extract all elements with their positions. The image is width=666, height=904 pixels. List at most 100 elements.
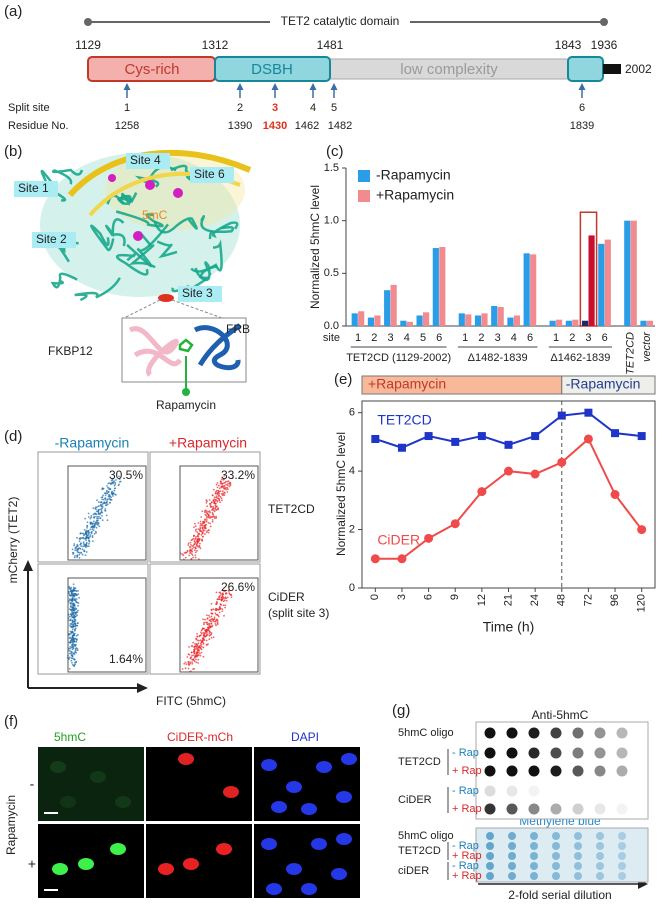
flow-dot [212,507,215,510]
gate [67,577,147,673]
flow-dot [73,640,75,642]
flow-dot [197,649,200,651]
flow-dot [211,520,214,523]
arrow-head [236,83,244,90]
flow-dot [93,520,95,523]
flow-dot [78,596,80,599]
blot-dot [574,872,582,880]
flow-dot [212,513,215,516]
flow-dot [199,520,202,523]
flow-dot [69,652,71,655]
flow-dot [193,534,195,537]
flow-dot [74,599,77,602]
flow-dot [87,530,90,532]
tail [603,64,621,74]
flow-dot [201,539,204,542]
bar [358,311,365,326]
flow-dot [81,537,84,539]
flow-dot [214,508,217,511]
flow-dot [85,543,88,546]
flow-dot [192,546,195,549]
flow-dot [83,550,85,553]
condition-label: + Rap [452,765,482,777]
flow-dot [191,644,193,647]
flow-dot [206,623,209,626]
protein-ribbon [128,231,156,269]
flow-dot [71,638,73,641]
flow-dot [191,662,194,665]
flow-dot [200,534,203,536]
flow-dot [216,621,219,624]
flow-dot [194,556,197,559]
flow-dot [211,624,214,627]
flow-dot [79,538,82,541]
flow-dot [95,532,97,534]
nucleus [50,761,66,773]
blot-dot [506,765,518,777]
flow-dot [107,491,110,493]
point [531,432,540,441]
site-3-sphere [158,294,174,302]
flow-dot [99,504,102,507]
flow-dot [207,626,210,629]
flow-dot [114,487,117,490]
flow-dot [215,495,218,498]
flow-dot [75,651,78,654]
flow-dot [114,481,117,484]
image-panel [146,747,252,821]
flow-dot [195,536,197,538]
blot-dot [506,727,518,739]
flow-dot [71,662,73,664]
blot-dot [616,765,628,777]
flow-dot [194,551,197,554]
flow-dot [89,535,92,538]
blot-dot [508,832,516,840]
flow-dot [86,534,89,537]
site-label: Site 3 [182,286,213,300]
flow-dot [96,517,98,520]
protein-ribbon [156,240,178,259]
panel-label: (g) [392,702,410,719]
flow-dot [85,546,87,549]
flow-dot [195,528,198,531]
gate-percent: 26.6% [221,580,255,594]
x-tick-label: 6 [527,332,533,344]
flow-dot [198,533,201,536]
flow-dot [218,606,221,608]
flow-dot [194,530,197,532]
flow-dot [73,587,76,590]
bar [374,315,381,326]
x-tick-label: 4 [404,332,410,344]
flow-dot [69,602,72,604]
flow-dot [71,595,74,597]
site-number: 4 [310,102,316,114]
flow-dot [194,547,197,550]
bar [565,320,572,326]
flow-dot [70,659,73,662]
flow-dot [211,519,214,521]
flow-dot [97,510,100,513]
flow-dot [197,642,200,645]
flow-dot [202,655,205,658]
flow-dot [195,655,198,657]
flow-dot [72,626,74,629]
flow-dot [220,497,223,500]
gate [67,465,147,561]
nucleus [311,838,327,850]
flow-dot [196,635,199,638]
flow-dot [230,593,233,596]
flow-dot [105,504,108,507]
flow-dot [208,529,211,532]
site-number: 3 [272,102,278,114]
domain-label: low complexity [400,61,498,78]
protein-ribbon [115,253,149,276]
flow-dot [199,525,202,527]
gate [179,577,259,673]
flow-dot [213,498,216,501]
flow-dot [72,623,75,625]
flow-dot [199,547,202,550]
flow-dot [205,514,208,517]
flow-dot [227,484,229,487]
flow-dot [196,633,198,635]
nucleus [271,801,287,813]
